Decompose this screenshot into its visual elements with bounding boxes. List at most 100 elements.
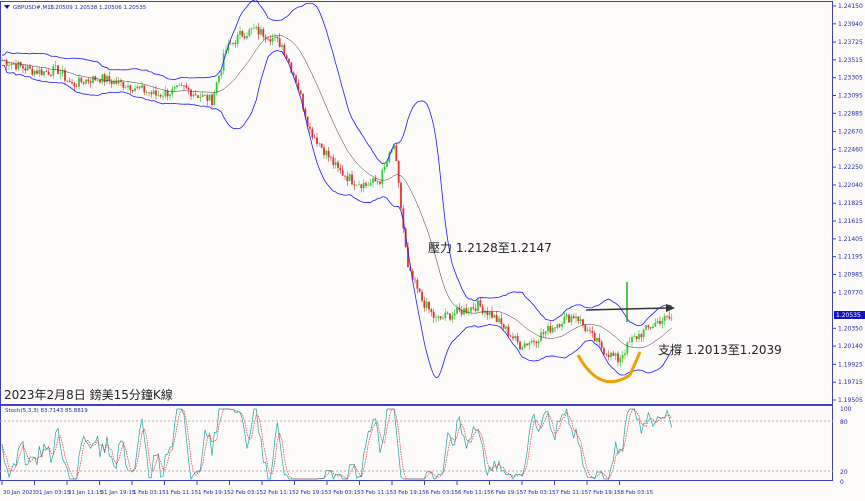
candle <box>376 181 379 182</box>
candle <box>486 311 489 315</box>
time-tick-label: 2 Feb 11:15 <box>263 490 296 496</box>
candle <box>178 85 181 86</box>
price-tick-label: 1.22670 <box>838 129 863 136</box>
candle <box>579 319 582 322</box>
candle <box>635 336 638 339</box>
candle <box>309 126 311 129</box>
price-tick-label: 1.20770 <box>838 290 863 297</box>
candle <box>551 327 554 333</box>
candle <box>127 85 129 88</box>
candle <box>248 29 251 37</box>
candle <box>131 89 134 92</box>
candle <box>1 60 3 61</box>
price-tick-label: 1.23305 <box>838 75 863 82</box>
candle <box>52 66 55 76</box>
candle <box>477 300 479 311</box>
candle <box>36 70 38 74</box>
candle <box>439 316 442 319</box>
time-tick-label: 6 Feb 03:15 <box>426 490 459 496</box>
collapse-triangle-icon[interactable] <box>4 5 10 9</box>
candle <box>649 327 652 329</box>
candle <box>628 342 631 343</box>
candle <box>554 327 556 329</box>
candle <box>8 65 10 66</box>
candle <box>565 314 568 317</box>
candle <box>544 331 547 334</box>
candle <box>638 334 640 339</box>
candle <box>563 316 566 324</box>
candle <box>470 307 472 312</box>
candle <box>253 28 255 29</box>
candle <box>600 341 603 349</box>
candle <box>138 86 141 88</box>
current-price-tag <box>834 311 865 319</box>
candle <box>43 71 45 76</box>
candle <box>103 74 106 83</box>
candle <box>162 96 164 97</box>
candle <box>239 30 241 35</box>
candle <box>276 36 279 39</box>
candle <box>213 93 216 106</box>
chart-caption: 2023年2月8日 鎊美15分鐘K線 <box>4 387 173 402</box>
candle <box>246 36 248 39</box>
candle <box>183 85 185 86</box>
candle <box>148 92 150 93</box>
candle <box>488 311 491 315</box>
candle <box>402 208 405 229</box>
price-tick-label: 1.21825 <box>838 200 863 207</box>
lower-band <box>1 49 673 379</box>
candle <box>479 300 482 307</box>
candle <box>262 29 265 37</box>
candle <box>586 330 589 332</box>
candle <box>666 316 668 317</box>
candle <box>194 94 197 96</box>
middle-band <box>1 35 672 349</box>
candle <box>274 36 276 38</box>
candle <box>281 45 283 47</box>
candle <box>229 43 232 45</box>
candle <box>614 353 617 356</box>
time-tick-label: 6 Feb 11:15 <box>458 490 491 496</box>
bollinger-bands <box>1 0 673 379</box>
candle <box>122 81 125 88</box>
candle <box>113 80 115 85</box>
candle <box>75 86 78 87</box>
trend-arrow-line <box>585 307 669 311</box>
candle <box>395 145 398 162</box>
candle <box>481 306 484 314</box>
candle <box>316 137 318 144</box>
candle <box>351 174 353 185</box>
price-tick-label: 1.22460 <box>838 146 863 153</box>
candle <box>346 176 349 181</box>
candle <box>26 66 29 71</box>
candle <box>509 335 512 337</box>
candle <box>626 342 629 354</box>
candle <box>96 79 99 81</box>
candle <box>197 95 199 98</box>
price-tick-label: 1.20985 <box>838 271 863 278</box>
support-note: 支撐 1.2013至1.2039 <box>658 343 782 357</box>
candle <box>155 90 157 96</box>
candle <box>82 82 85 84</box>
price-tick-label: 1.21195 <box>838 254 863 261</box>
candle <box>668 316 671 319</box>
candle <box>150 92 153 94</box>
candle <box>411 270 414 280</box>
candle <box>143 85 146 93</box>
candle <box>656 320 659 323</box>
candle <box>10 63 13 66</box>
candle <box>519 341 521 350</box>
candle <box>381 170 384 184</box>
candle <box>360 184 363 189</box>
candle <box>610 352 612 358</box>
time-tick-label: 31 Jan 19:15 <box>101 490 136 496</box>
candle <box>428 301 430 310</box>
candle <box>45 71 48 72</box>
candle <box>110 80 113 85</box>
candle <box>323 147 325 156</box>
candle <box>313 137 316 139</box>
candle <box>362 183 365 189</box>
resistance-note: 壓力 1.2128至1.2147 <box>428 241 552 255</box>
time-tick-label: 7 Feb 19:15 <box>588 490 621 496</box>
